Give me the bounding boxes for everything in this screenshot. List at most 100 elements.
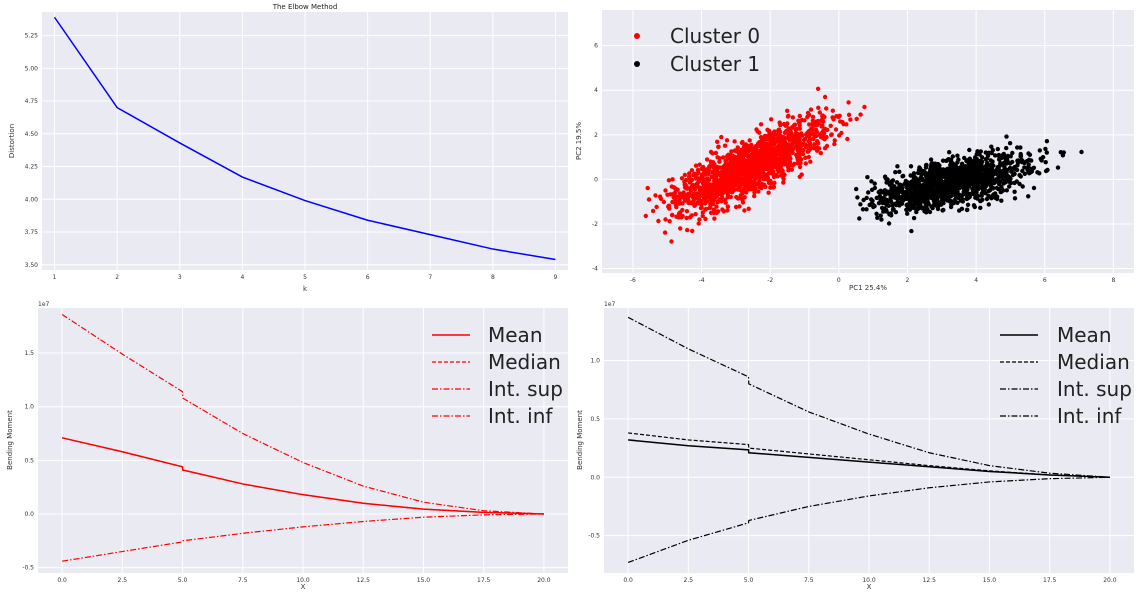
pca-point-cluster-0 xyxy=(755,173,761,179)
pca-point-cluster-0 xyxy=(777,143,782,148)
pca-point-cluster-0 xyxy=(719,194,725,200)
pca-point-cluster-0 xyxy=(735,145,740,150)
pca-point-cluster-1 xyxy=(1031,165,1037,170)
pca-point-cluster-0 xyxy=(825,127,830,132)
pca-point-cluster-0 xyxy=(719,185,725,190)
black-legend: Mean Median Int. sup Int. inf xyxy=(1000,323,1132,428)
pca-point-cluster-0 xyxy=(775,157,781,162)
pca-point-cluster-0 xyxy=(734,182,739,187)
red-legend: Mean Median Int. sup Int. inf xyxy=(432,323,563,428)
legend-label-mean: Mean xyxy=(488,323,543,347)
pca-point-cluster-1 xyxy=(1017,181,1022,187)
pca-point-cluster-0 xyxy=(684,209,690,214)
black-xtick-label: 17.5 xyxy=(1043,577,1057,584)
pca-point-cluster-1 xyxy=(979,193,984,198)
pca-point-cluster-0 xyxy=(666,178,672,183)
pca-point-cluster-1 xyxy=(970,181,975,187)
pca-point-cluster-1 xyxy=(996,152,1002,158)
pca-point-cluster-0 xyxy=(743,168,748,173)
elbow-xtick-label: 6 xyxy=(366,274,370,281)
bending-moment-red-chart: 0.0 2.5 5.0 7.5 10.0 12.5 15.0 17.5 20.0 -0.5 0.0 0… xyxy=(6,301,568,591)
pca-point-cluster-0 xyxy=(671,195,676,200)
pca-point-cluster-0 xyxy=(714,171,720,177)
pca-point-cluster-1 xyxy=(869,179,874,184)
pca-point-cluster-1 xyxy=(857,216,862,221)
pca-point-cluster-1 xyxy=(933,190,939,195)
pca-point-cluster-1 xyxy=(979,177,984,183)
pca-point-cluster-1 xyxy=(999,155,1004,161)
pca-legend: Cluster 0 Cluster 1 xyxy=(634,24,760,76)
pca-point-cluster-1 xyxy=(1012,196,1018,201)
pca-point-cluster-0 xyxy=(833,127,839,132)
pca-point-cluster-0 xyxy=(663,217,668,222)
pca-point-cluster-0 xyxy=(740,139,745,145)
pca-point-cluster-0 xyxy=(720,207,725,212)
pca-point-cluster-0 xyxy=(646,197,652,202)
pca-point-cluster-0 xyxy=(810,114,816,120)
pca-point-cluster-0 xyxy=(764,176,769,182)
pca-point-cluster-1 xyxy=(985,167,991,172)
pca-point-cluster-1 xyxy=(965,196,971,201)
pca-point-cluster-1 xyxy=(986,188,991,194)
pca-point-cluster-1 xyxy=(955,189,960,194)
pca-point-cluster-0 xyxy=(768,179,773,184)
pca-point-cluster-0 xyxy=(762,137,767,142)
pca-point-cluster-1 xyxy=(1018,154,1024,159)
pca-point-cluster-0 xyxy=(693,202,698,207)
pca-point-cluster-1 xyxy=(897,169,902,174)
pca-point-cluster-1 xyxy=(1079,149,1084,155)
pca-point-cluster-1 xyxy=(869,201,874,206)
black-ytick-label: 1.0 xyxy=(590,358,600,365)
pca-point-cluster-1 xyxy=(991,192,996,197)
pca-point-cluster-0 xyxy=(770,153,776,158)
black-ylabel: Bending Moment xyxy=(576,410,584,470)
pca-point-cluster-0 xyxy=(796,118,801,123)
pca-point-cluster-1 xyxy=(1055,165,1061,170)
elbow-grid xyxy=(42,12,568,270)
pca-point-cluster-0 xyxy=(846,100,851,105)
pca-point-cluster-0 xyxy=(784,122,789,127)
pca-point-cluster-0 xyxy=(800,151,806,157)
pca-point-cluster-1 xyxy=(903,181,908,186)
pca-point-cluster-0 xyxy=(800,133,805,138)
pca-point-cluster-0 xyxy=(744,176,749,182)
pca-point-cluster-1 xyxy=(900,174,905,179)
pca-xtick-label: -2 xyxy=(767,277,773,284)
legend-marker-cluster-1 xyxy=(634,61,640,67)
pca-point-cluster-1 xyxy=(928,167,933,172)
pca-point-cluster-1 xyxy=(890,207,896,212)
black-series xyxy=(627,316,1110,564)
black-series-line-median xyxy=(628,432,1110,478)
pca-point-cluster-0 xyxy=(712,216,717,221)
black-ticks: 0.0 2.5 5.0 7.5 10.0 12.5 15.0 17.5 20.0 -0.5 0.0 0… xyxy=(588,358,1116,584)
pca-point-cluster-0 xyxy=(771,184,777,189)
pca-point-cluster-1 xyxy=(874,211,879,216)
pca-point-cluster-1 xyxy=(891,189,896,194)
pca-point-cluster-1 xyxy=(911,202,916,208)
pca-point-cluster-1 xyxy=(945,166,950,171)
pca-point-cluster-0 xyxy=(806,154,811,160)
pca-point-cluster-0 xyxy=(778,122,783,128)
pca-point-cluster-0 xyxy=(815,139,820,144)
pca-point-cluster-1 xyxy=(960,199,965,204)
pca-point-cluster-1 xyxy=(977,150,982,155)
elbow-ytick-label: 3.75 xyxy=(25,229,39,236)
legend-label-cluster-1: Cluster 1 xyxy=(670,52,760,76)
pca-point-cluster-0 xyxy=(705,185,711,190)
pca-point-cluster-0 xyxy=(719,175,725,181)
pca-point-cluster-0 xyxy=(717,165,723,170)
pca-point-cluster-0 xyxy=(689,200,694,205)
pca-point-cluster-0 xyxy=(725,175,731,180)
pca-point-cluster-0 xyxy=(708,210,714,215)
pca-point-cluster-0 xyxy=(782,130,787,135)
pca-ylabel: PC2 19.5% xyxy=(575,122,583,160)
pca-point-cluster-0 xyxy=(752,193,757,199)
pca-point-cluster-0 xyxy=(738,196,744,201)
pca-point-cluster-0 xyxy=(709,174,714,179)
pca-point-cluster-0 xyxy=(690,228,695,234)
black-xtick-label: 7.5 xyxy=(804,577,814,584)
pca-point-cluster-0 xyxy=(710,151,715,156)
pca-point-cluster-0 xyxy=(830,108,835,113)
pca-point-cluster-1 xyxy=(1018,145,1023,150)
pca-point-cluster-0 xyxy=(758,157,764,162)
